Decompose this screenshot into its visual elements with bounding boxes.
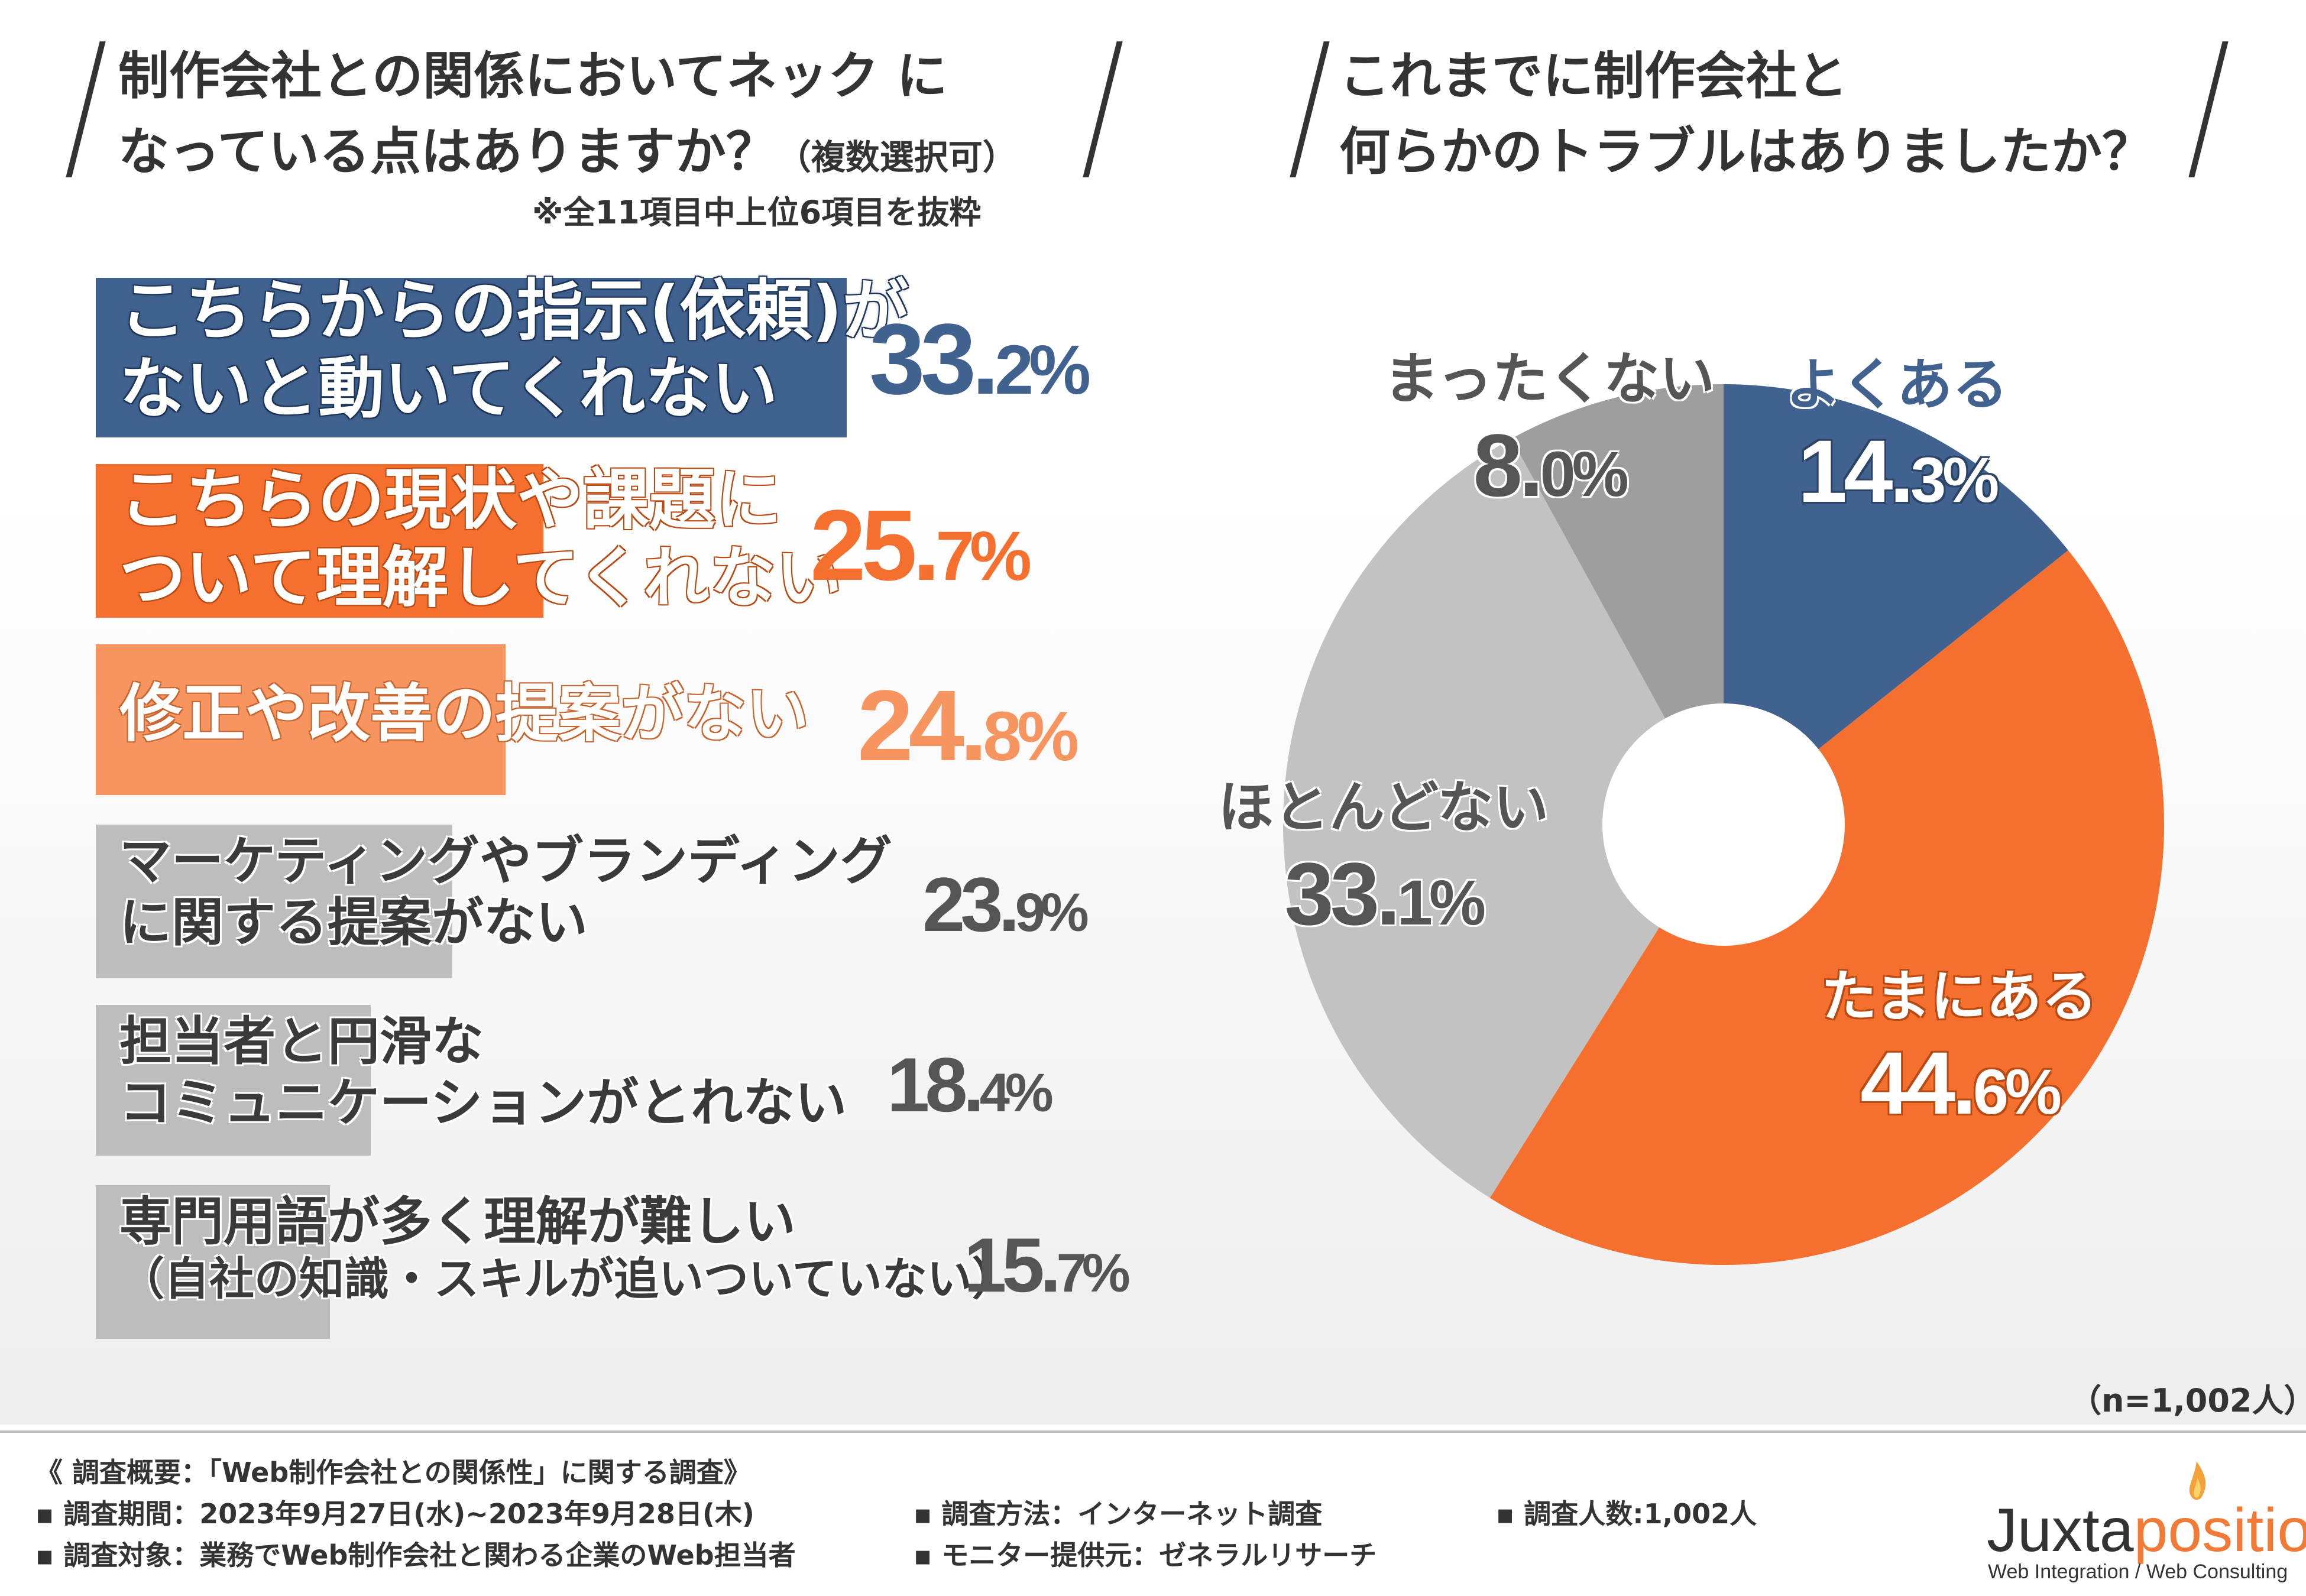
right-title-line2: 何らかのトラブルはありましたか？ [1339, 122, 2153, 181]
bar [96, 825, 453, 978]
left-title-line1: 制作会社との関係においてネック に [118, 47, 948, 106]
pie-label-name: まったくない [1384, 347, 1715, 411]
left-title-sub: （複数選択可） [776, 137, 1017, 177]
bar-label-line: 専門用語が多く理解が難しい [119, 1191, 796, 1252]
pie-slice [1511, 384, 1724, 825]
note: ※全11項目中上位6項目を抜粋 [532, 194, 982, 231]
logo-sub: Web Integration / Web Consulting [1988, 1561, 2288, 1583]
footer-divider [0, 1430, 2306, 1433]
pie-label-value: 44.6% [1860, 1033, 2062, 1133]
pie-slice [1489, 550, 2164, 1265]
bar-label: こちらからの指示(依頼)が ないと動いてくれない [119, 272, 908, 428]
bar-label-line: こちらの現状や課題に [119, 462, 782, 539]
bar [96, 644, 506, 795]
right-title-line1: これまでに制作会社と [1339, 47, 1848, 106]
logo-part1: Juxta [1987, 1496, 2134, 1565]
pie-chart [1283, 384, 2164, 1265]
left-title-line2-main: なっている点はありますか？ [118, 122, 777, 181]
pie-label: たまにある 44.6% [1821, 952, 2097, 1134]
bar-value-label: 23.9% [922, 861, 1089, 948]
bar [96, 1005, 371, 1156]
bar-value-label: 18.4% [887, 1042, 1054, 1128]
logo: Juxtaposition [1987, 1496, 2306, 1566]
pie-label-value: 8.0% [1473, 416, 1629, 515]
pie-label-name: よくある [1786, 353, 2009, 417]
pie-label-name: ほとんどない [1218, 776, 1549, 840]
pie-hole [1602, 703, 1845, 946]
bar-label: マーケティングやブランディング に関する提案がない [119, 831, 892, 953]
bar-label: こちらの現状や課題に ついて理解してくれない [119, 461, 842, 617]
bar-label-line: マーケティングやブランディング [119, 831, 892, 891]
bar-value-label: 25.7% [810, 489, 1032, 602]
bar-label-line: コミュニケーションがとれない [119, 1072, 847, 1133]
bar [96, 278, 847, 437]
pie-label-value: 14.3% [1797, 421, 2000, 521]
pie-label: まったくない 8.0% [1384, 334, 1715, 517]
bar-label-line: に関する提案がない [119, 891, 588, 953]
pie-label-value: 33.1% [1284, 844, 1486, 943]
bar-label-line: こちらからの指示(依頼)が [119, 273, 909, 349]
logo-part2: position [2133, 1496, 2306, 1565]
bar-label-line: ないと動いてくれない [119, 351, 778, 428]
bar-label-line: 担当者と円滑な [119, 1011, 484, 1072]
bar-label: 専門用語が多く理解が難しい （自社の知識・スキルが追いついていない） [119, 1191, 1017, 1306]
bar-value-label: 15.7% [964, 1222, 1131, 1308]
bar-label: 担当者と円滑な コミュニケーションがとれない [119, 1011, 847, 1134]
bar-label-line: ついて理解してくれない [119, 540, 842, 617]
footer-target: ▪ 調査対象：業務でWeb制作会社と関わる企業のWeb担当者 [35, 1539, 796, 1571]
bar-value-label: 24.8% [857, 670, 1079, 782]
left-title-line2: なっている点はありますか？（複数選択可） [118, 114, 1017, 195]
bar-label-line: （自社の知識・スキルが追いついていない） [119, 1252, 1017, 1305]
footer-provider: ▪ モニター提供元：ゼネラルリサーチ [914, 1539, 1377, 1571]
bar [96, 464, 543, 618]
footer-period: ▪ 調査期間：2023年9月27日(水)~2023年9月28日(木) [35, 1498, 754, 1530]
footer-count: ▪ 調査人数:1,002人 [1496, 1498, 1757, 1530]
footer-overview: 《 調査概要：「Web制作会社との関係性」に関する調査》 [35, 1456, 751, 1488]
pie-label-name: たまにある [1821, 965, 2098, 1029]
sample-size: （n=1,002人） [2069, 1382, 2306, 1419]
left-title: 制作会社との関係においてネック に なっている点はありますか？（複数選択可） [118, 38, 1017, 195]
pie-label: よくある 14.3% [1786, 340, 2008, 523]
right-title: これまでに制作会社と 何らかのトラブルはありましたか？ [1339, 38, 2153, 190]
bar [96, 1185, 331, 1339]
pie-slice [1283, 439, 1724, 1198]
bar-value-label: 33.2% [869, 303, 1091, 416]
pie-label: ほとんどない 33.1% [1218, 763, 1549, 945]
footer-method: ▪ 調査方法：インターネット調査 [914, 1498, 1323, 1530]
bar-label-line: 修正や改善の提案がない [119, 677, 809, 750]
logo-flame-icon [2189, 1461, 2206, 1500]
bar-label: 修正や改善の提案がない [119, 677, 809, 751]
pie-slice [1724, 384, 2068, 825]
